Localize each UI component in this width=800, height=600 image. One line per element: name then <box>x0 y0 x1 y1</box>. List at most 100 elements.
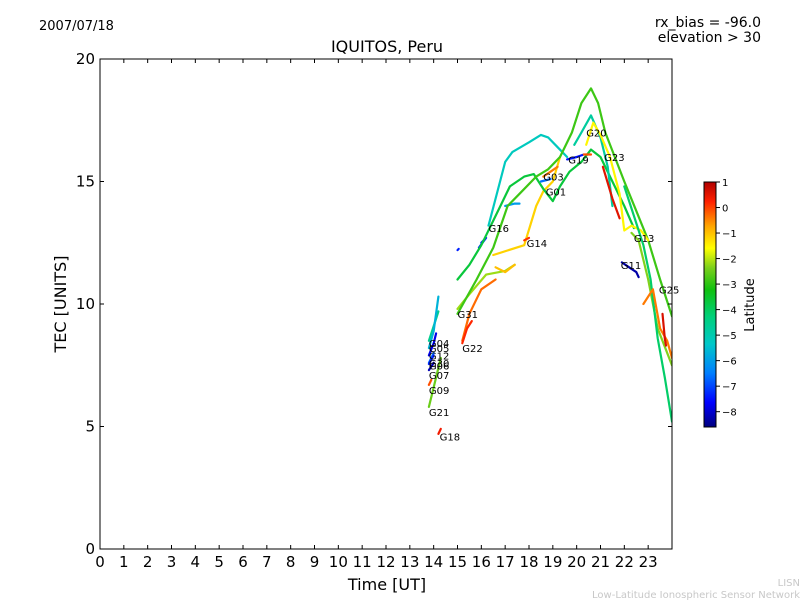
series-gx1 <box>456 247 460 252</box>
footer-network: Low-Latitude Ionospheric Sensor Network <box>592 590 800 600</box>
series-g23 <box>585 121 650 242</box>
y-tick-label: 20 <box>76 50 95 68</box>
x-tick-label: 4 <box>191 553 201 571</box>
series-g14b <box>523 236 531 242</box>
series-g18 <box>437 427 442 435</box>
sat-label-g25: G25 <box>659 285 679 296</box>
x-axis-label: Time [UT] <box>347 575 426 594</box>
colorbar-tick-label: 0 <box>722 204 728 215</box>
y-tick-label: 15 <box>76 173 95 191</box>
footer-lisn: LISN <box>778 578 800 589</box>
colorbar-tick-label: −7 <box>722 382 737 393</box>
sat-label-g12: G12 <box>429 351 449 362</box>
colorbar <box>703 181 717 428</box>
series-g01 <box>456 148 635 281</box>
x-tick-label: 20 <box>567 553 586 571</box>
y-tick-label: 5 <box>85 418 95 436</box>
colorbar-tick-label: −4 <box>722 306 737 317</box>
sat-label-g19: G19 <box>568 155 588 166</box>
colorbar-tick-label: −2 <box>722 255 737 266</box>
sat-label-g05: G05 <box>429 344 449 355</box>
colorbar-tick-label: −5 <box>722 331 737 342</box>
sat-label-g30: G30 <box>429 359 449 370</box>
x-tick-label: 10 <box>329 553 348 571</box>
sat-label-g07: G07 <box>429 371 449 382</box>
colorbar-ticks: 1 0 −1 −2 −3 −4 −5 −6 −7 −8 <box>716 178 737 419</box>
colorbar-tick-label: −8 <box>722 408 737 419</box>
sat-label-g23: G23 <box>604 153 624 164</box>
series-g14 <box>492 155 562 257</box>
x-tick-label: 11 <box>353 553 372 571</box>
date-label: 2007/07/18 <box>39 19 114 34</box>
sat-label-g11: G11 <box>621 261 641 272</box>
series-g31b <box>494 263 516 274</box>
x-tick-label: 2 <box>143 553 153 571</box>
series-layer <box>427 87 672 435</box>
series-g25 <box>642 288 672 359</box>
y-tick-label: 0 <box>85 540 95 558</box>
sat-label-g14: G14 <box>527 239 547 250</box>
elevation-label: elevation > 30 <box>658 30 761 46</box>
series-g11 <box>620 261 640 279</box>
x-tick-label: 12 <box>376 553 395 571</box>
x-tick-label: 19 <box>543 553 562 571</box>
series-g20 <box>456 87 672 318</box>
series-g07 <box>427 361 435 372</box>
sat-label-g31: G31 <box>458 310 478 321</box>
x-tick-label: 21 <box>591 553 610 571</box>
series-g21 <box>427 356 442 408</box>
series-g05 <box>427 295 440 350</box>
y-axis-ticks: 0 5 10 15 20 <box>76 50 672 558</box>
series-g06 <box>427 354 435 366</box>
sat-label-g16: G16 <box>489 224 509 235</box>
colorbar-tick-label: −1 <box>722 229 737 240</box>
x-tick-label: 22 <box>615 553 634 571</box>
x-tick-label: 14 <box>424 553 443 571</box>
series-g03 <box>542 165 559 178</box>
x-tick-label: 1 <box>119 553 129 571</box>
x-tick-label: 7 <box>262 553 272 571</box>
series-g22 <box>461 278 497 342</box>
sat-label-g09: G09 <box>429 386 449 397</box>
sat-label-g01: G01 <box>546 187 566 198</box>
sat-label-g21: G21 <box>429 408 449 419</box>
x-tick-label: 6 <box>238 553 248 571</box>
x-tick-label: 8 <box>286 553 296 571</box>
colorbar-tick-label: 1 <box>722 178 728 189</box>
colorbar-tick-label: −6 <box>722 357 737 368</box>
rx-bias-label: rx_bias = -96.0 <box>655 15 761 31</box>
x-tick-label: 5 <box>214 553 224 571</box>
x-tick-label: 18 <box>519 553 538 571</box>
series-g16 <box>487 133 569 227</box>
x-tick-label: 16 <box>472 553 491 571</box>
series-g22b <box>461 320 473 345</box>
sat-label-g20: G20 <box>586 129 606 140</box>
colorbar-label: Latitude <box>743 278 758 332</box>
series-g13b <box>623 185 672 423</box>
series-g23b <box>601 165 621 220</box>
x-axis-ticks: 0 1 2 3 4 5 6 7 8 9 10 11 12 13 14 15 16 17 18 19 20 21 22 23 <box>95 59 658 571</box>
sat-label-g13: G13 <box>634 234 654 245</box>
colorbar-tick-label: −3 <box>722 280 737 291</box>
sat-label-g18: G18 <box>440 432 460 443</box>
sat-label-g03: G03 <box>543 173 563 184</box>
sat-label-g22: G22 <box>462 344 482 355</box>
x-tick-label: 15 <box>448 553 467 571</box>
sat-label-g06: G06 <box>429 361 449 372</box>
series-g03b <box>539 178 552 183</box>
y-axis-label: TEC [UNITS] <box>51 256 70 354</box>
x-tick-label: 23 <box>639 553 658 571</box>
x-tick-label: 17 <box>496 553 515 571</box>
y-tick-label: 10 <box>76 295 95 313</box>
x-tick-label: 3 <box>167 553 177 571</box>
series-g19 <box>566 153 585 161</box>
sat-label-g04: G04 <box>429 339 449 350</box>
series-g09 <box>427 378 433 386</box>
series-g25b <box>661 312 668 347</box>
x-tick-label: 9 <box>310 553 320 571</box>
x-tick-label: 0 <box>95 553 105 571</box>
chart-title: IQUITOS, Peru <box>331 37 443 56</box>
x-tick-label: 13 <box>400 553 419 571</box>
